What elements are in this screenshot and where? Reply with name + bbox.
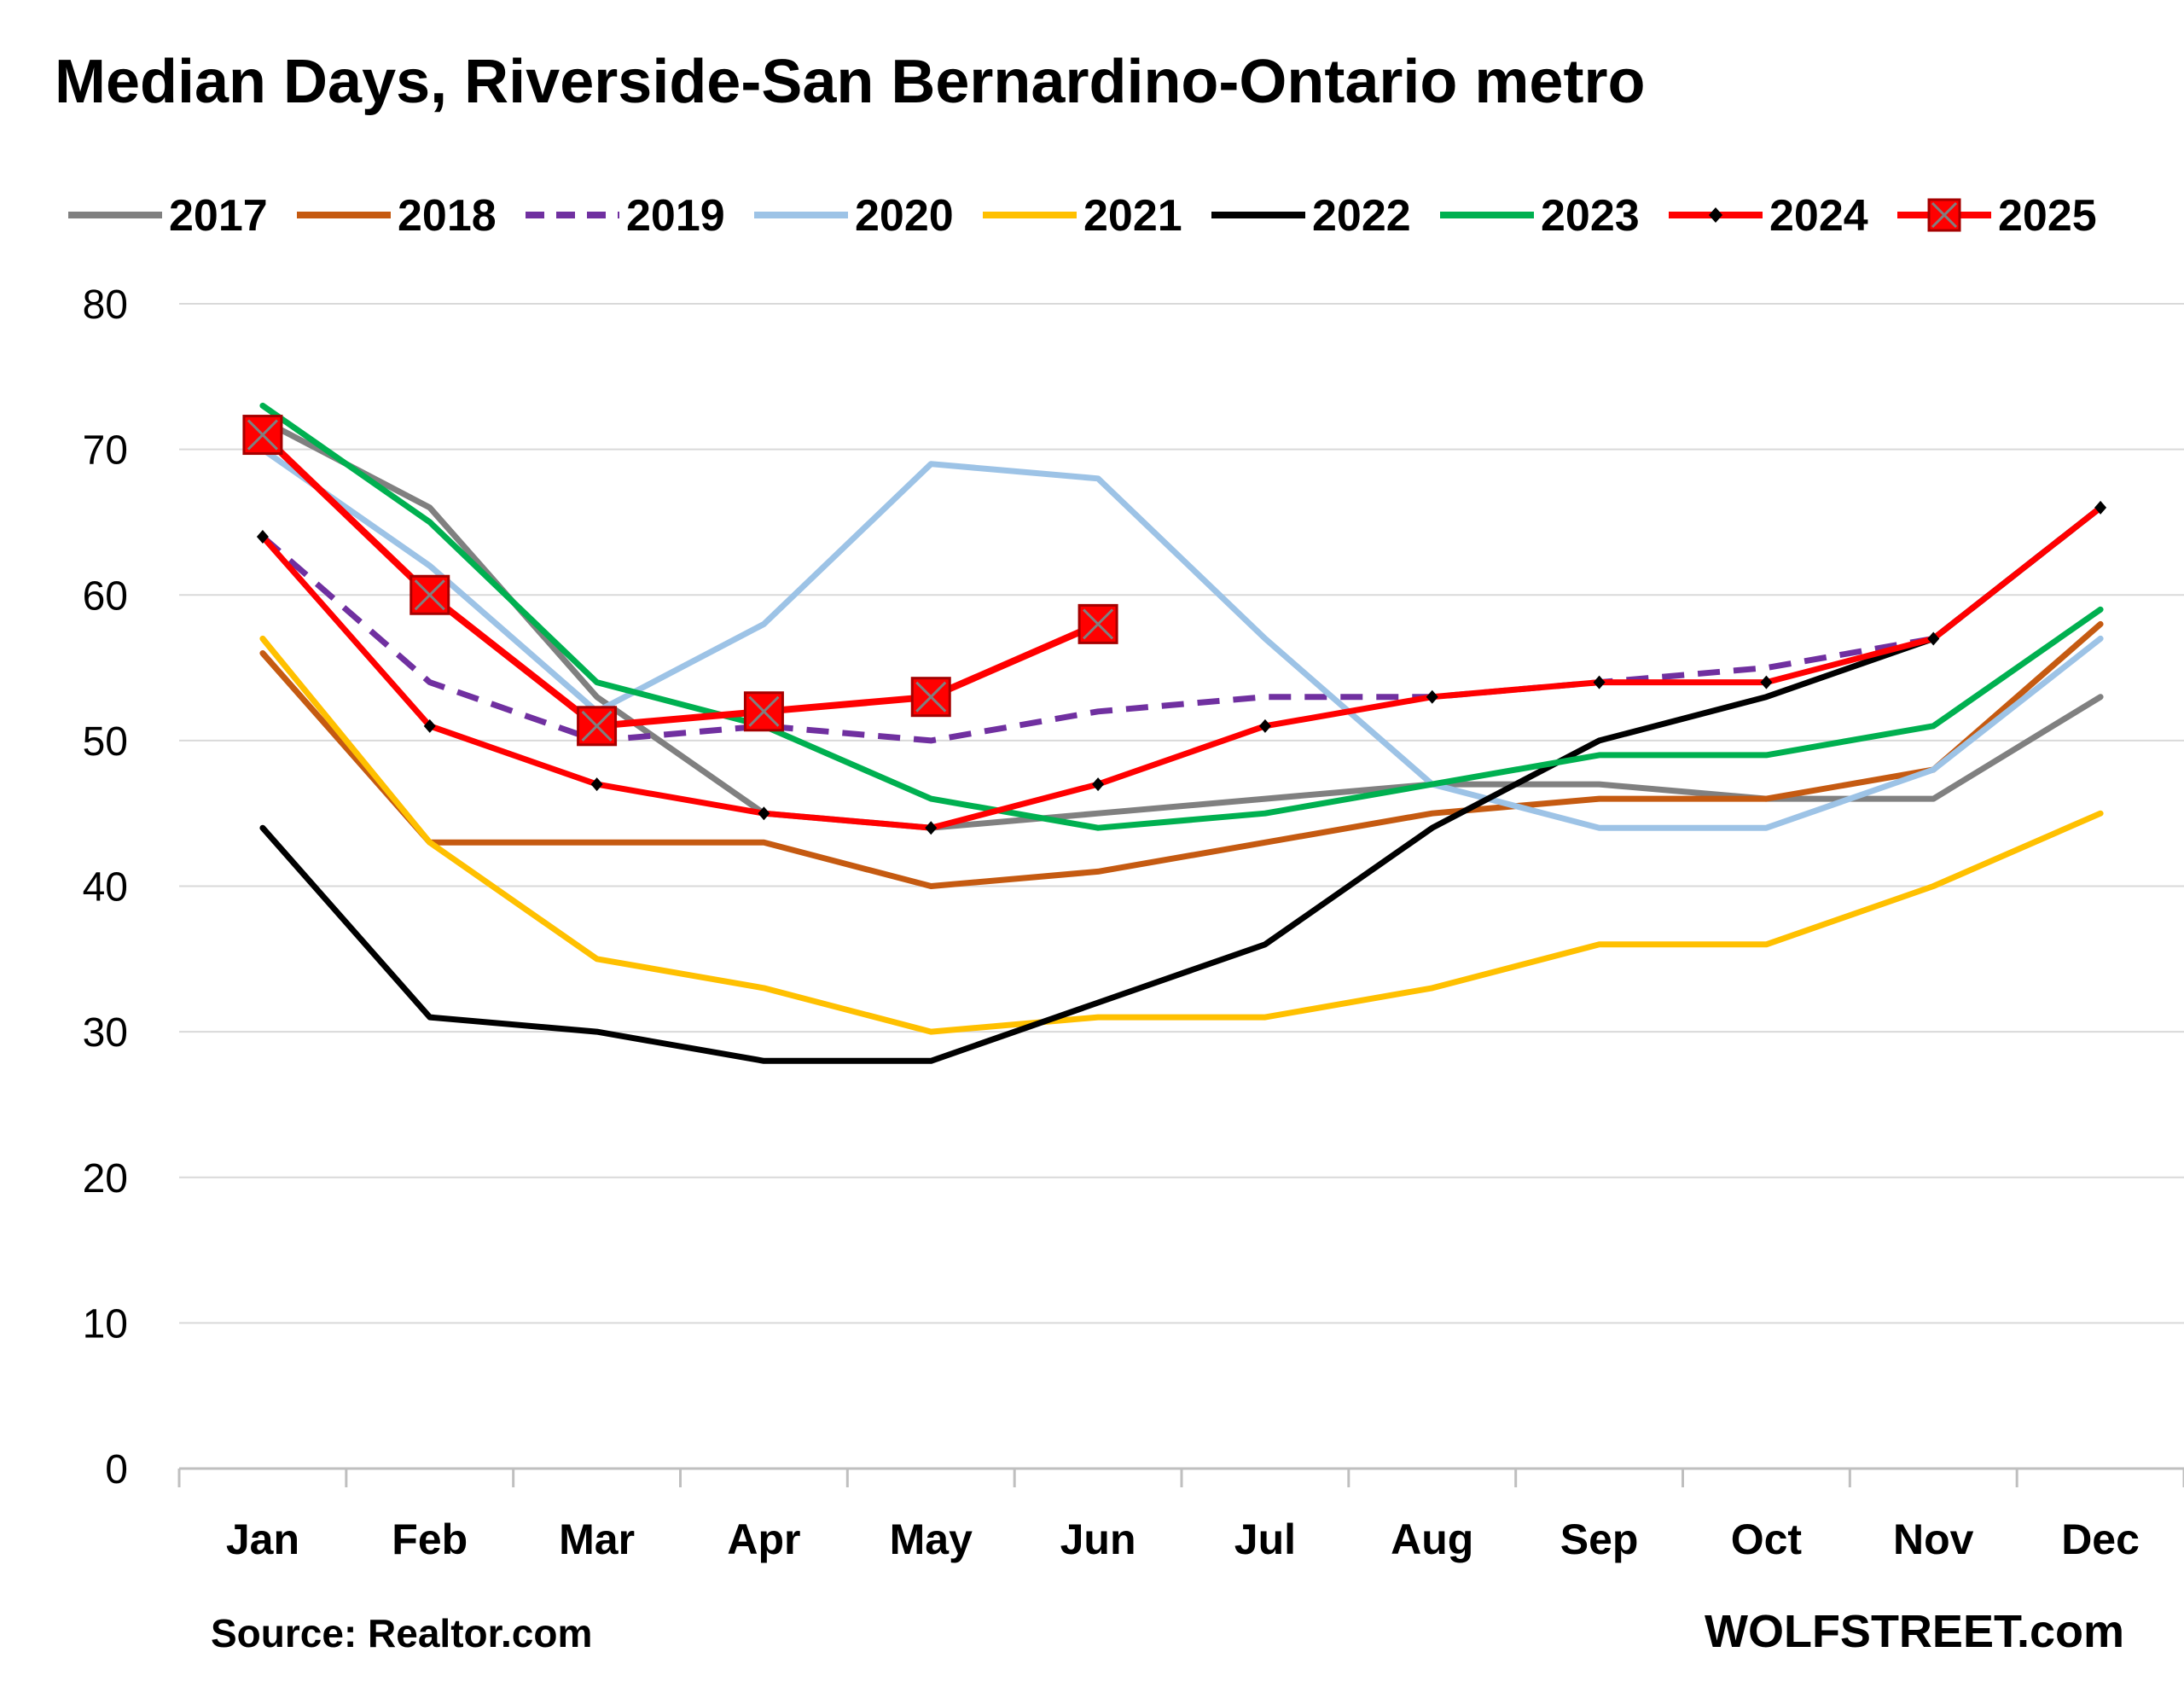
legend-item-2024: 2024	[1669, 191, 1868, 241]
legend-item-2022: 2022	[1211, 191, 1411, 241]
legend-label: 2023	[1541, 191, 1640, 241]
series-line-2022	[259, 504, 2104, 1064]
series-2020	[259, 446, 2104, 831]
data-point	[590, 777, 603, 792]
y-tick-label: 50	[83, 719, 128, 765]
series-line-2023	[259, 402, 2104, 831]
plot-area	[242, 402, 2107, 1064]
x-tick-label: Mar	[559, 1515, 635, 1563]
legend-item-2017: 2017	[68, 191, 268, 241]
series-2023	[259, 402, 2104, 831]
data-point	[1258, 718, 1271, 733]
legend-label: 2024	[1769, 191, 1868, 241]
x-tick-label: Nov	[1893, 1515, 1974, 1563]
legend-label: 2020	[855, 191, 954, 241]
x-tick-label: Apr	[727, 1515, 800, 1563]
source-note: Source: Realtor.com	[211, 1611, 592, 1655]
legend-label: 2022	[1312, 191, 1411, 241]
brand-label: WOLFSTREET.com	[1705, 1606, 2124, 1657]
legend-label: 2018	[398, 191, 497, 241]
series-2019	[260, 505, 2103, 744]
series-2017	[259, 417, 2104, 831]
x-tick-label: Dec	[2061, 1515, 2140, 1563]
data-point	[423, 718, 436, 733]
y-tick-label: 40	[83, 865, 128, 910]
data-point	[1927, 631, 1940, 646]
data-point	[242, 415, 283, 456]
legend-item-2021: 2021	[983, 191, 1182, 241]
data-point	[758, 806, 770, 821]
data-point	[925, 821, 938, 835]
legend-item-2020: 2020	[754, 191, 954, 241]
y-tick-label: 0	[105, 1447, 128, 1492]
series-line-2024	[259, 504, 2104, 831]
data-point	[1760, 675, 1773, 689]
y-axis: 0 10 20 30 40 50 60 70 80	[83, 282, 128, 1492]
series-line-2018	[259, 620, 2104, 889]
x-tick-label: Sep	[1560, 1515, 1639, 1563]
series-line-2025	[258, 431, 1102, 730]
y-tick-label: 60	[83, 573, 128, 619]
x-tick-label: Jun	[1060, 1515, 1136, 1563]
legend-item-2018: 2018	[297, 191, 497, 241]
legend-item-2019: 2019	[526, 191, 725, 241]
series-2021	[259, 635, 2104, 1035]
legend: 2017 2018 2019 2020 2021 2022 2023 2024 2025	[68, 191, 2097, 241]
x-tick-label: Feb	[392, 1515, 468, 1563]
chart-title: Median Days, Riverside-San Bernardino-On…	[55, 48, 1645, 116]
data-point	[1426, 689, 1438, 704]
y-tick-label: 80	[83, 282, 128, 328]
y-tick-label: 20	[83, 1156, 128, 1201]
x-tick-label: May	[890, 1515, 973, 1563]
series-line-2020	[259, 446, 2104, 831]
legend-item-2023: 2023	[1440, 191, 1640, 241]
y-tick-label: 30	[83, 1010, 128, 1056]
legend-item-2025: 2025	[1897, 191, 2097, 241]
series-2022	[259, 504, 2104, 1064]
x-axis: Jan Feb Mar Apr May Jun Jul Aug Sep Oct Nov Dec	[177, 1467, 2184, 1563]
legend-label: 2025	[1998, 191, 2097, 241]
data-point	[1092, 777, 1105, 792]
legend-label: 2017	[169, 191, 268, 241]
y-tick-label: 10	[83, 1301, 128, 1347]
y-tick-label: 70	[83, 428, 128, 474]
data-point	[410, 574, 450, 615]
data-point	[1593, 675, 1606, 689]
data-point	[743, 691, 784, 732]
series-line-2019	[260, 505, 2103, 744]
data-point	[910, 677, 951, 718]
series-line-2017	[259, 417, 2104, 831]
data-point	[577, 706, 618, 747]
gridlines	[179, 303, 2184, 1324]
x-tick-label: Jan	[226, 1515, 299, 1563]
legend-label: 2019	[626, 191, 725, 241]
data-point	[256, 530, 269, 544]
data-point	[1077, 603, 1118, 644]
series-2024	[256, 500, 2107, 835]
series-2025	[242, 415, 1118, 747]
x-tick-label: Jul	[1234, 1515, 1296, 1563]
series-2018	[259, 620, 2104, 889]
x-tick-label: Oct	[1731, 1515, 1803, 1563]
series-line-2021	[259, 635, 2104, 1035]
x-tick-label: Aug	[1391, 1515, 1473, 1563]
legend-label: 2021	[1083, 191, 1182, 241]
data-point	[2094, 500, 2107, 515]
